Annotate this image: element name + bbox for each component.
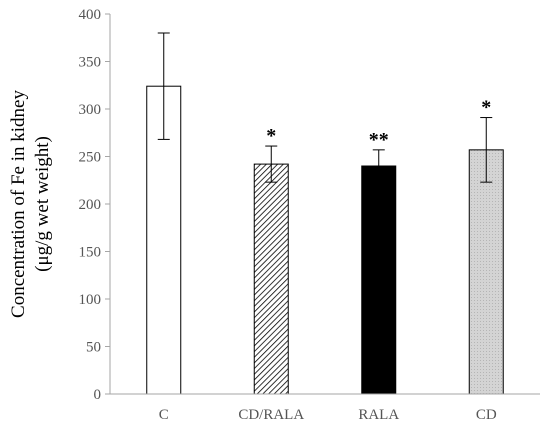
y-tick-label: 300 bbox=[79, 102, 102, 118]
y-tick-label: 50 bbox=[86, 340, 101, 356]
y-tick-label: 150 bbox=[79, 245, 102, 261]
y-axis-label-line-1: Concentration of Fe in kidney bbox=[8, 90, 29, 318]
bar bbox=[468, 149, 504, 395]
y-tick-label: 0 bbox=[94, 387, 102, 403]
y-tick-label: 350 bbox=[79, 55, 102, 71]
bar bbox=[253, 163, 289, 395]
bar-group-cd-rala: * bbox=[253, 125, 289, 395]
bars: * *** bbox=[146, 32, 504, 395]
y-tick-label: 200 bbox=[79, 197, 102, 213]
y-tick-label: 400 bbox=[79, 7, 102, 23]
bar-group-cd: * bbox=[468, 97, 504, 395]
y-axis-label: Concentration of Fe in kidney (μg/g wet … bbox=[8, 90, 53, 318]
error-bar bbox=[372, 149, 385, 183]
x-axis: C CD/RALA RALA CD bbox=[110, 393, 540, 423]
y-tick-label: 100 bbox=[79, 292, 102, 308]
bar bbox=[361, 165, 397, 395]
error-bar bbox=[480, 117, 493, 183]
significance-marker: * bbox=[266, 125, 276, 147]
x-tick-label: CD bbox=[476, 407, 497, 423]
bar-group-rala: ** bbox=[361, 129, 397, 395]
significance-marker: ** bbox=[369, 129, 389, 151]
x-tick-label: CD/RALA bbox=[238, 407, 304, 423]
y-axis: 0 50 100 150 200 250 300 350 400 bbox=[79, 7, 111, 403]
y-tick-label: 250 bbox=[79, 150, 102, 166]
x-tick-label: C bbox=[159, 407, 169, 423]
significance-marker: * bbox=[481, 97, 491, 119]
x-tick-label: RALA bbox=[358, 407, 399, 423]
bar-group-c bbox=[146, 32, 182, 395]
error-bar bbox=[265, 145, 278, 183]
error-bar bbox=[157, 32, 170, 140]
y-axis-label-line-2: (μg/g wet weight) bbox=[32, 136, 53, 272]
